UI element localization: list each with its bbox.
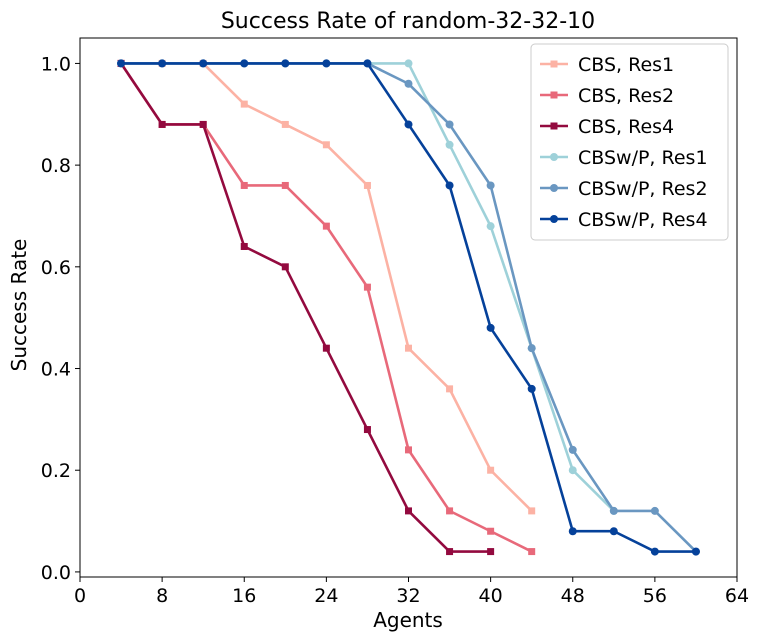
series-line xyxy=(119,62,533,553)
data-point xyxy=(363,283,371,291)
x-tick-label: 24 xyxy=(314,585,338,607)
legend-swatch-marker xyxy=(550,153,558,161)
legend-swatch-marker xyxy=(550,184,558,192)
data-point xyxy=(568,445,577,454)
data-point xyxy=(405,446,412,454)
x-tick-label: 40 xyxy=(479,585,503,607)
legend-swatch-marker xyxy=(550,215,558,223)
data-point xyxy=(445,181,454,190)
y-tick-label: 0.0 xyxy=(41,562,71,584)
data-point xyxy=(487,466,495,474)
legend-swatch-marker xyxy=(550,122,558,130)
y-tick-label: 0.8 xyxy=(41,155,71,177)
series-line xyxy=(121,62,533,512)
x-axis-label: Agents xyxy=(373,608,443,632)
legend-item: CBS, Res2 xyxy=(540,85,674,107)
data-point xyxy=(528,507,536,515)
legend-item: CBSw/P, Res4 xyxy=(540,209,708,231)
data-point xyxy=(691,547,700,556)
data-point xyxy=(405,344,412,352)
data-point xyxy=(199,59,208,68)
legend-item: CBSw/P, Res2 xyxy=(540,178,708,200)
data-point xyxy=(240,242,248,250)
y-axis-label: Success Rate xyxy=(7,239,31,372)
data-point xyxy=(487,548,495,556)
data-point xyxy=(445,120,454,129)
axis-ticks: 0 8 16 24 32 40 48 56 64 0.0 0.2 0.4 0.6 0.8 1.0 xyxy=(41,53,749,607)
y-tick-label: 0.6 xyxy=(41,257,71,279)
data-point xyxy=(650,506,659,515)
data-point xyxy=(609,527,618,536)
legend-swatch-marker xyxy=(550,60,558,68)
chart-title: Success Rate of random-32-32-10 xyxy=(221,9,595,34)
legend-item: CBS, Res4 xyxy=(540,116,674,138)
y-tick-label: 1.0 xyxy=(41,53,71,75)
data-point xyxy=(322,59,331,68)
data-point xyxy=(568,466,577,475)
data-point xyxy=(281,181,289,189)
data-point xyxy=(322,141,330,149)
data-point xyxy=(405,507,412,515)
data-point xyxy=(609,506,618,515)
data-point xyxy=(404,59,413,68)
data-point xyxy=(158,59,167,68)
data-point xyxy=(527,384,536,393)
data-point xyxy=(158,120,166,128)
legend-label: CBSw/P, Res2 xyxy=(578,178,708,200)
legend-item: CBS, Res1 xyxy=(540,54,674,76)
legend: CBS, Res1 CBS, Res2 CBS, Res4 CBSw/P, Res1 C… xyxy=(530,43,729,241)
data-point xyxy=(322,344,330,352)
series-3 xyxy=(117,59,495,556)
x-tick-label: 8 xyxy=(156,585,168,607)
plot-area xyxy=(117,59,700,556)
x-tick-label: 16 xyxy=(232,585,256,607)
data-point xyxy=(404,120,413,129)
data-point xyxy=(486,222,495,231)
series-2 xyxy=(117,59,536,556)
series-1 xyxy=(117,59,536,515)
data-point xyxy=(281,59,290,68)
x-tick-label: 64 xyxy=(725,585,749,607)
data-point xyxy=(527,344,536,353)
data-point xyxy=(281,120,289,128)
legend-swatch-marker xyxy=(550,91,558,99)
data-point xyxy=(117,59,126,68)
data-point xyxy=(568,527,577,536)
data-point xyxy=(487,527,495,535)
x-tick-label: 56 xyxy=(643,585,667,607)
x-tick-label: 48 xyxy=(561,585,585,607)
data-point xyxy=(528,548,536,556)
data-point xyxy=(281,263,289,271)
data-point xyxy=(240,59,249,68)
data-point xyxy=(322,222,330,230)
legend-label: CBSw/P, Res4 xyxy=(578,209,708,231)
legend-label: CBSw/P, Res1 xyxy=(578,147,708,169)
legend-label: CBS, Res1 xyxy=(578,54,674,76)
legend-box xyxy=(530,43,729,241)
y-tick-label: 0.2 xyxy=(41,460,71,482)
data-point xyxy=(650,547,659,556)
data-point xyxy=(240,100,248,108)
y-tick-label: 0.4 xyxy=(41,359,71,381)
data-point xyxy=(486,323,495,332)
series-line xyxy=(119,62,491,553)
data-point xyxy=(199,120,207,128)
data-point xyxy=(240,181,248,189)
data-point xyxy=(363,426,371,434)
x-tick-label: 32 xyxy=(396,585,420,607)
data-point xyxy=(363,181,371,189)
legend-label: CBS, Res4 xyxy=(578,116,674,138)
legend-item: CBSw/P, Res1 xyxy=(540,147,708,169)
data-point xyxy=(445,140,454,149)
data-point xyxy=(446,385,454,393)
data-point xyxy=(446,507,454,515)
x-tick-label: 0 xyxy=(74,585,86,607)
data-point xyxy=(486,181,495,190)
data-point xyxy=(363,59,372,68)
data-point xyxy=(446,548,454,556)
data-point xyxy=(404,79,413,88)
series-6 xyxy=(117,59,700,556)
legend-label: CBS, Res2 xyxy=(578,85,674,107)
